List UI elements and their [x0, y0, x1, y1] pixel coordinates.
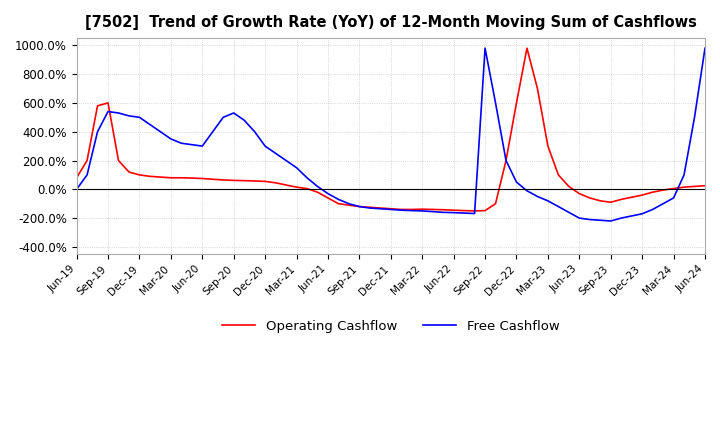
Operating Cashflow: [638, 192, 647, 198]
Operating Cashflow: [292, 184, 301, 190]
Line: Free Cashflow: Free Cashflow: [76, 48, 705, 221]
Legend: Operating Cashflow, Free Cashflow: Operating Cashflow, Free Cashflow: [217, 315, 565, 338]
Free Cashflow: [72, 187, 81, 192]
Operating Cashflow: [219, 177, 228, 183]
Free Cashflow: [638, 211, 647, 216]
Free Cashflow: [198, 143, 207, 149]
Line: Operating Cashflow: Operating Cashflow: [76, 48, 705, 211]
Free Cashflow: [408, 208, 416, 213]
Operating Cashflow: [449, 208, 458, 213]
Operating Cashflow: [408, 207, 416, 212]
Operating Cashflow: [523, 46, 531, 51]
Operating Cashflow: [470, 208, 479, 213]
Operating Cashflow: [72, 175, 81, 180]
Title: [7502]  Trend of Growth Rate (YoY) of 12-Month Moving Sum of Cashflows: [7502] Trend of Growth Rate (YoY) of 12-…: [85, 15, 697, 30]
Free Cashflow: [481, 46, 490, 51]
Operating Cashflow: [701, 183, 709, 188]
Free Cashflow: [606, 218, 615, 224]
Operating Cashflow: [198, 176, 207, 181]
Free Cashflow: [292, 165, 301, 170]
Free Cashflow: [449, 210, 458, 215]
Free Cashflow: [219, 115, 228, 120]
Free Cashflow: [701, 46, 709, 51]
